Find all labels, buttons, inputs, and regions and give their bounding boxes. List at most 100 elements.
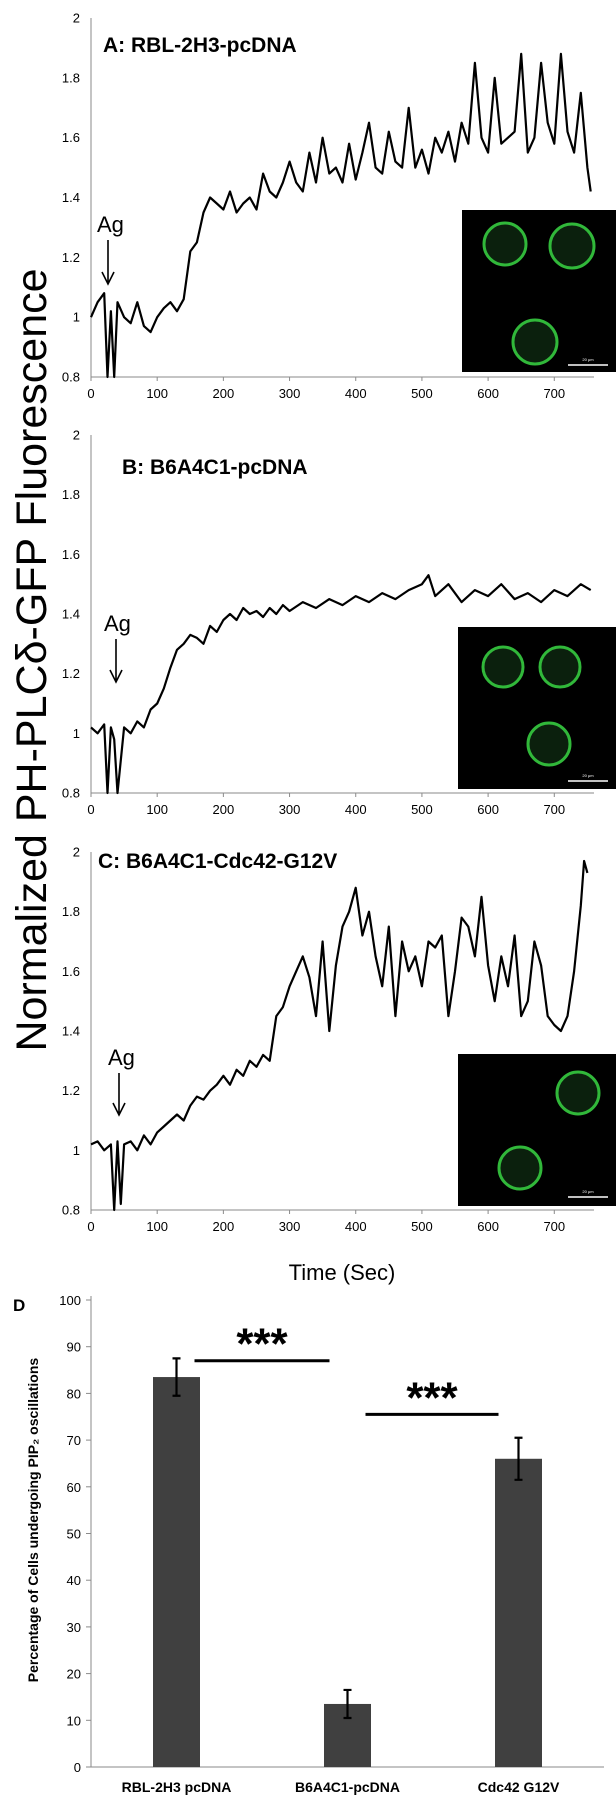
x-tick-label: 600 [477, 1219, 499, 1234]
category-label: RBL-2H3 pcDNA [122, 1779, 232, 1795]
panel-a-cell-3 [511, 318, 559, 366]
panel-b-inset-image [458, 627, 616, 789]
bar [153, 1377, 200, 1767]
y-tick-label: 1.4 [62, 607, 80, 622]
x-tick-label: 600 [477, 386, 499, 401]
y-tick-label: 1.6 [62, 547, 80, 562]
category-label: Cdc42 G12V [478, 1779, 560, 1795]
significance-stars: *** [406, 1373, 458, 1422]
y-tick-label: 1.6 [62, 964, 80, 979]
panel-c-inset: 20 μm [458, 1054, 616, 1206]
panel-a-trace [89, 52, 592, 379]
panel-a-scale-bar-label: 20 μm [582, 357, 594, 362]
y-tick-label: 90 [67, 1340, 81, 1355]
panel-c-ag-arrow [112, 1073, 126, 1117]
panel-b-inset: 20 μm [458, 627, 616, 789]
panel-d-categories: RBL-2H3 pcDNA B6A4C1-pcDNA Cdc42 G12V [122, 1779, 560, 1795]
y-tick-label: 1 [73, 1143, 80, 1158]
x-tick-label: 0 [87, 1219, 94, 1234]
panel-b-ticks: 0.8 1 1.2 1.4 1.6 1.8 2 0 100 200 300 400 500 600 700 [62, 428, 565, 818]
panel-b-ag-label: Ag [104, 611, 131, 636]
x-tick-label: 200 [213, 386, 235, 401]
panel-c-trace [90, 859, 589, 1212]
panel-b-axes [90, 435, 594, 794]
panel-b-title: B: B6A4C1-pcDNA [122, 456, 308, 479]
y-tick-label: 60 [67, 1480, 81, 1495]
x-tick-label: 0 [87, 386, 94, 401]
y-tick-label: 1 [73, 310, 80, 325]
panel-b-scale-bar-label: 20 μm [582, 773, 594, 778]
panel-c-ticks: 0.8 1 1.2 1.4 1.6 1.8 2 0 100 200 300 400 500 600 700 [62, 845, 565, 1235]
panel-c: C: B6A4C1-Cdc42-G12V 0.8 1 1.2 1.4 1.6 1.8 2 0 1… [62, 845, 616, 1235]
panel-b-cell-1 [481, 645, 525, 689]
x-tick-label: 100 [146, 1219, 168, 1234]
panel-d-significance: *** *** [194, 1320, 499, 1422]
y-tick-label: 1.4 [62, 190, 80, 205]
panel-c-cell-1 [555, 1070, 601, 1116]
panel-a-ag-arrow [101, 240, 115, 286]
y-tick-label: 1.8 [62, 70, 80, 85]
panel-a: A: RBL-2H3-pcDNA 0.8 1 1.2 1.4 1.6 1.8 2 0 100 20… [62, 11, 616, 402]
panel-a-ag-label: Ag [97, 212, 124, 237]
y-tick-label: 0.8 [62, 786, 80, 801]
x-tick-label: 300 [279, 386, 301, 401]
panel-a-inset: 20 μm [462, 210, 616, 372]
y-tick-label: 10 [67, 1713, 81, 1728]
y-tick-label: 100 [59, 1293, 81, 1308]
panel-c-cell-2 [497, 1145, 543, 1191]
panel-a-cell-2 [548, 222, 596, 270]
panel-c-ag-label: Ag [108, 1045, 135, 1070]
error-bar [514, 1436, 523, 1481]
y-tick-label: 1.8 [62, 487, 80, 502]
y-tick-label: 1.2 [62, 250, 80, 265]
x-tick-label: 200 [213, 802, 235, 817]
significance-stars: *** [236, 1320, 288, 1369]
x-tick-label: 100 [146, 802, 168, 817]
y-tick-label: 40 [67, 1573, 81, 1588]
y-tick-label: 30 [67, 1620, 81, 1635]
y-tick-label: 0.8 [62, 370, 80, 385]
x-tick-label: 100 [146, 386, 168, 401]
x-tick-label: 700 [543, 1219, 565, 1234]
error-bar [172, 1357, 181, 1397]
x-tick-label: 500 [411, 386, 433, 401]
y-tick-label: 80 [67, 1386, 81, 1401]
panel-b-cell-2 [538, 645, 582, 689]
y-tick-label: 0.8 [62, 1203, 80, 1218]
x-tick-label: 700 [543, 802, 565, 817]
y-tick-label: 2 [73, 845, 80, 860]
panel-c-scale-bar-label: 20 μm [582, 1189, 594, 1194]
panel-d-y-axis-label: Percentage of Cells undergoing PIP₂ osci… [25, 1358, 41, 1683]
x-tick-label: 300 [279, 802, 301, 817]
y-tick-label: 0 [74, 1760, 81, 1775]
x-tick-label: 700 [543, 386, 565, 401]
y-tick-label: 20 [67, 1667, 81, 1682]
panel-b-ag-arrow [109, 639, 123, 684]
x-tick-label: 500 [411, 1219, 433, 1234]
y-tick-label: 1 [73, 726, 80, 741]
panel-d-letter: D [13, 1296, 25, 1315]
panel-c-axes [90, 852, 594, 1211]
category-label: B6A4C1-pcDNA [295, 1779, 400, 1795]
x-tick-label: 500 [411, 802, 433, 817]
panel-c-title: C: B6A4C1-Cdc42-G12V [98, 850, 337, 873]
x-tick-label: 400 [345, 1219, 367, 1234]
shared-x-axis-label: Time (Sec) [289, 1260, 396, 1285]
shared-y-axis-label: Normalized PH-PLCδ-GFP Fluorescence [8, 268, 56, 1051]
y-tick-label: 1.6 [62, 130, 80, 145]
y-tick-label: 2 [73, 428, 80, 443]
x-tick-label: 400 [345, 386, 367, 401]
panel-b: B: B6A4C1-pcDNA 0.8 1 1.2 1.4 1.6 1.8 2 0 100 200… [62, 428, 616, 818]
panel-a-cell-1 [482, 221, 528, 267]
panel-a-ticks: 0.8 1 1.2 1.4 1.6 1.8 2 0 100 200 300 400 500 600 700 [62, 11, 565, 402]
y-tick-label: 2 [73, 11, 80, 26]
panel-d-ticks: 0 10 20 30 40 50 60 70 80 90 100 [59, 1293, 91, 1775]
y-tick-label: 1.2 [62, 1083, 80, 1098]
error-bar [343, 1688, 352, 1720]
x-tick-label: 0 [87, 802, 94, 817]
x-tick-label: 400 [345, 802, 367, 817]
panel-d: D Percentage of Cells undergoing PIP₂ os… [13, 1293, 604, 1795]
panel-b-cell-3 [526, 721, 572, 767]
x-tick-label: 300 [279, 1219, 301, 1234]
